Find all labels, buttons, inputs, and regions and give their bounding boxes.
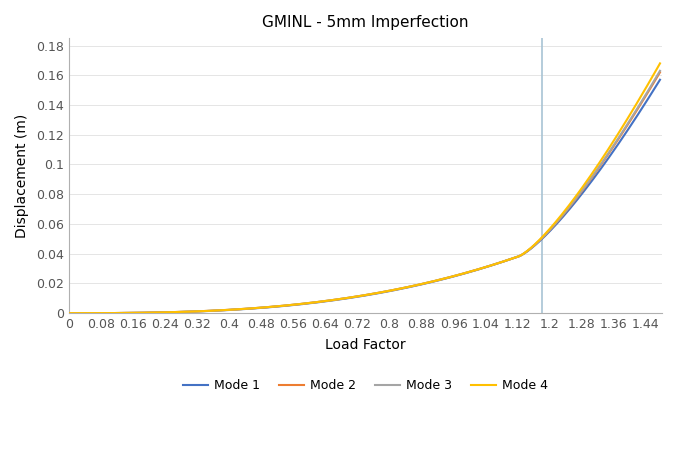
Mode 4 — [549, 222, 557, 227]
Mode 1 — [385, 289, 393, 294]
X-axis label: Load Factor: Load Factor — [325, 338, 406, 352]
Line: Mode 1: Mode 1 — [69, 80, 660, 313]
Line: Mode 2: Mode 2 — [69, 72, 660, 313]
Mode 2 — [416, 282, 424, 287]
Mode 1 — [549, 224, 557, 230]
Y-axis label: Displacement (m): Displacement (m) — [15, 114, 29, 238]
Mode 1 — [349, 295, 357, 300]
Mode 4 — [65, 310, 73, 316]
Legend: Mode 1, Mode 2, Mode 3, Mode 4: Mode 1, Mode 2, Mode 3, Mode 4 — [178, 374, 553, 397]
Mode 4 — [656, 61, 664, 66]
Line: Mode 4: Mode 4 — [69, 63, 660, 313]
Mode 3 — [642, 92, 650, 97]
Mode 2 — [642, 93, 650, 99]
Mode 4 — [345, 295, 353, 300]
Mode 2 — [65, 310, 73, 316]
Mode 3 — [656, 68, 664, 74]
Mode 4 — [349, 295, 357, 300]
Mode 3 — [349, 295, 357, 300]
Mode 3 — [416, 282, 424, 287]
Mode 2 — [549, 224, 557, 229]
Mode 3 — [385, 288, 393, 294]
Mode 4 — [416, 282, 424, 287]
Mode 3 — [345, 295, 353, 300]
Mode 1 — [642, 100, 650, 105]
Mode 4 — [642, 85, 650, 91]
Mode 2 — [385, 288, 393, 294]
Mode 3 — [65, 310, 73, 316]
Mode 1 — [345, 295, 353, 301]
Mode 2 — [656, 70, 664, 75]
Mode 1 — [656, 77, 664, 83]
Mode 2 — [345, 295, 353, 300]
Mode 3 — [549, 223, 557, 229]
Title: GMINL - 5mm Imperfection: GMINL - 5mm Imperfection — [262, 15, 468, 30]
Mode 1 — [416, 282, 424, 287]
Mode 2 — [349, 295, 357, 300]
Line: Mode 3: Mode 3 — [69, 71, 660, 313]
Mode 1 — [65, 310, 73, 316]
Mode 4 — [385, 288, 393, 294]
